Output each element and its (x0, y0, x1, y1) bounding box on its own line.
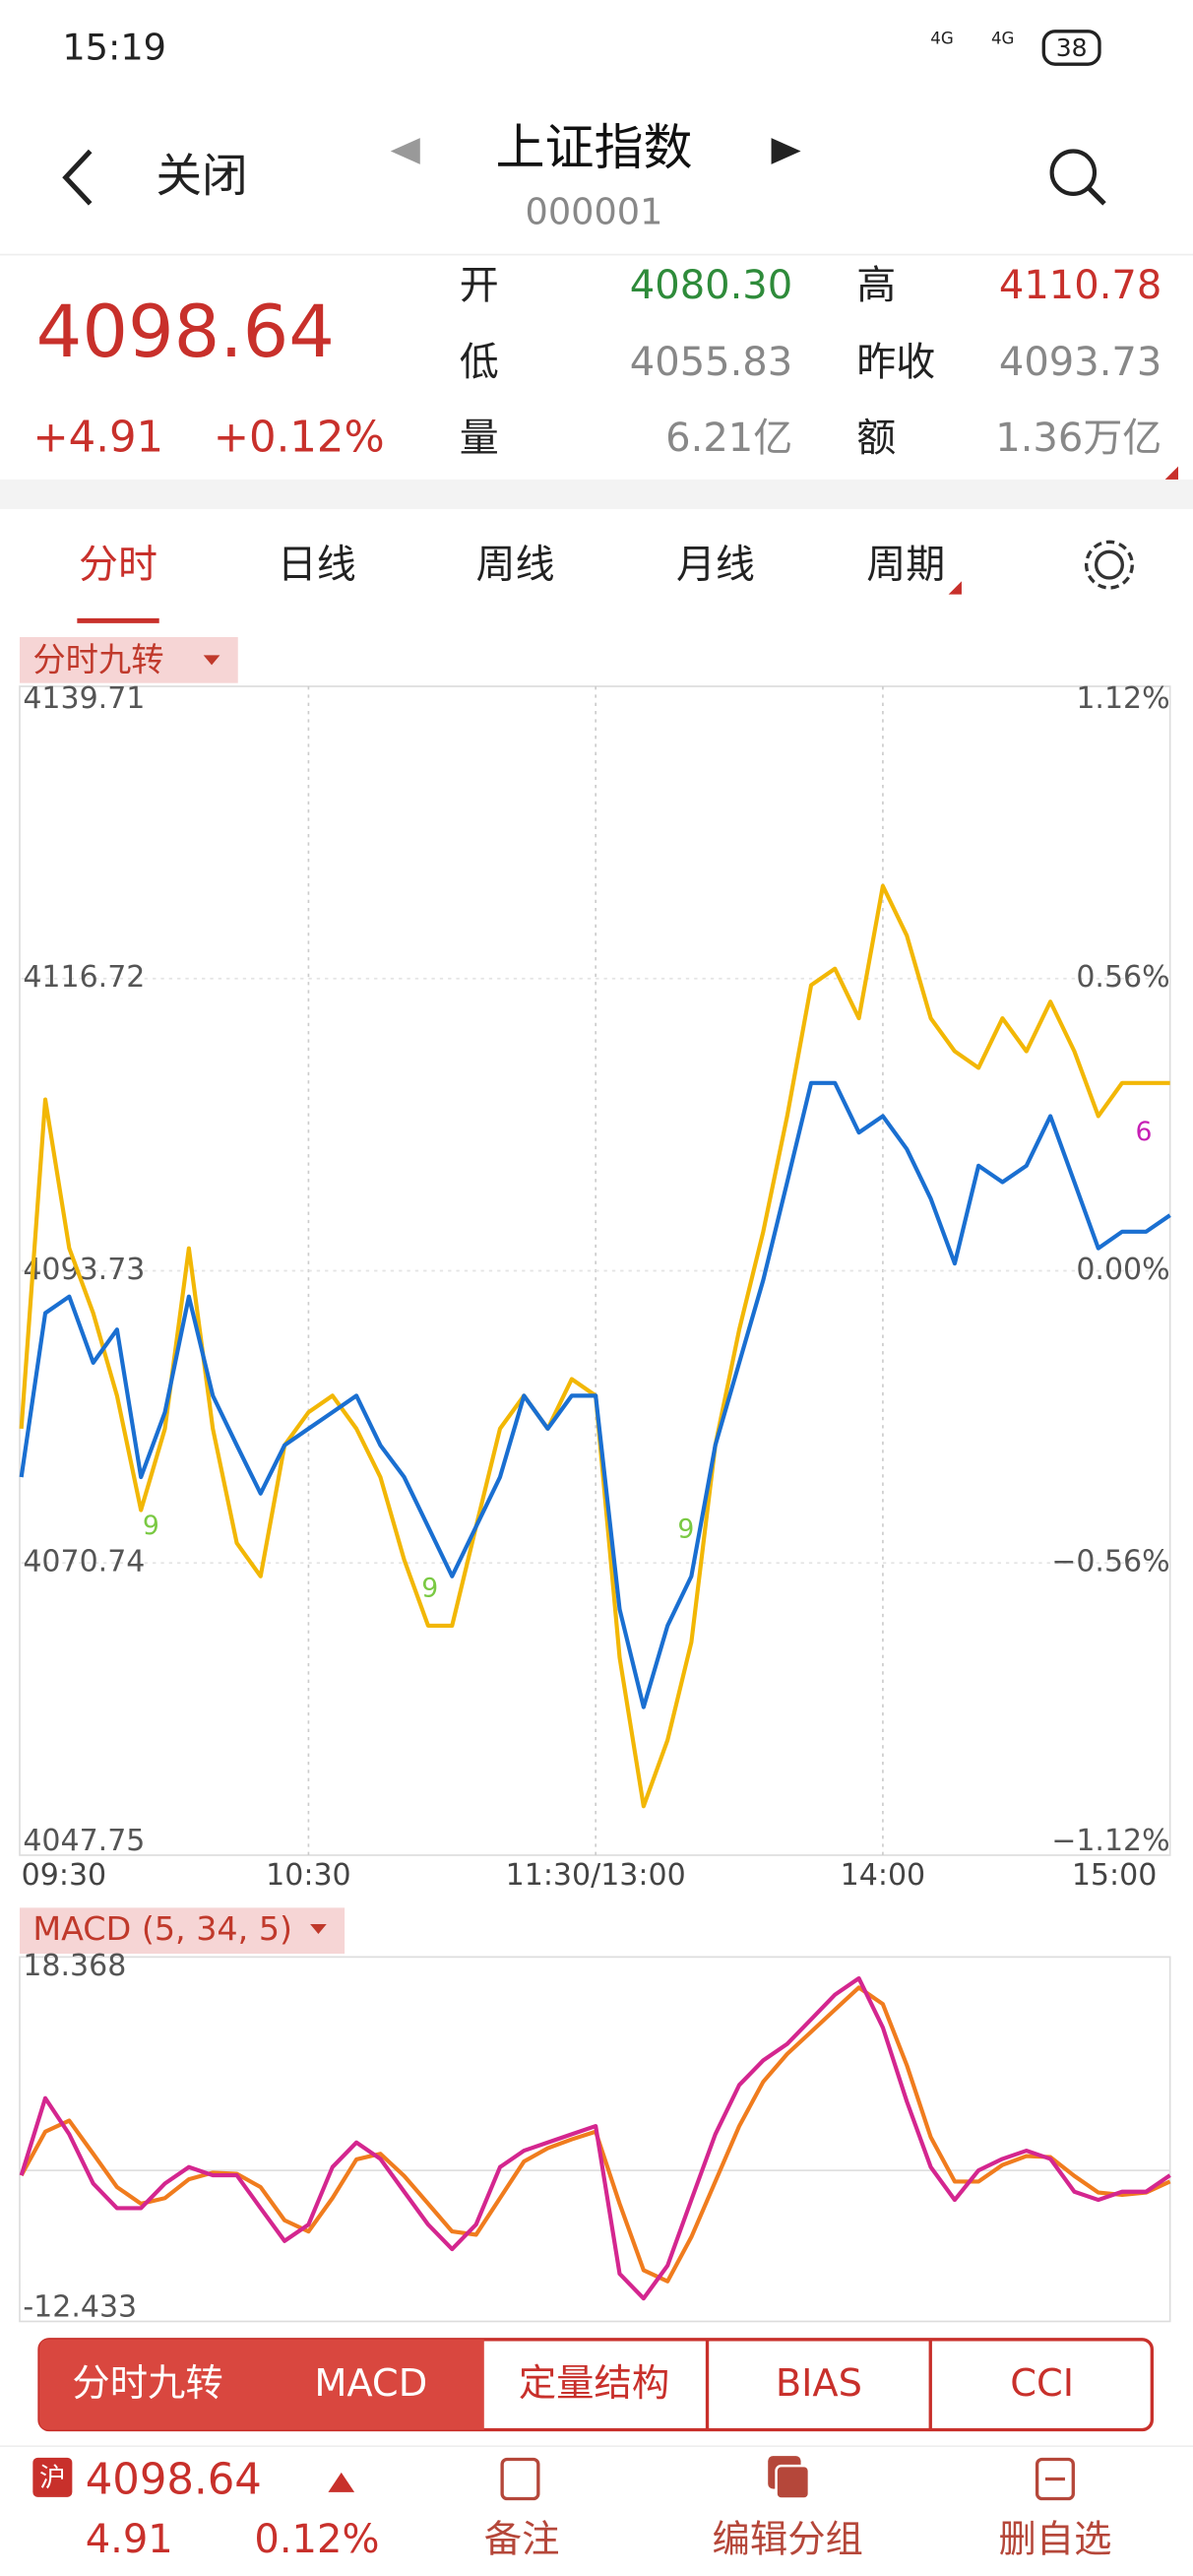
bottom-action[interactable]: 备注 (484, 2517, 560, 2561)
dropdown-arrow (203, 655, 220, 666)
bottom-change-pct: 0.12% (254, 2517, 379, 2562)
group-icon (775, 2464, 811, 2500)
up-arrow (328, 2472, 355, 2492)
quote-label: 开 (460, 263, 499, 308)
status-signal: 4G (930, 30, 954, 48)
signal-marker: 9 (677, 1513, 694, 1544)
status-signal: 4G (991, 30, 1015, 48)
period-tab[interactable]: 分时 (79, 542, 157, 587)
battery-icon (1041, 30, 1101, 66)
x-tick-label: 09:30 (22, 1858, 106, 1893)
battery-level: 38 (1056, 33, 1088, 62)
y2-tick-label: −1.12% (1051, 1824, 1169, 1858)
indicator-label-bg[interactable] (20, 636, 238, 683)
quote-value: 4055.83 (630, 340, 792, 385)
price-change: +4.91 (32, 413, 163, 462)
signal-marker: 9 (143, 1511, 159, 1541)
bottom-action[interactable]: 删自选 (998, 2517, 1111, 2561)
period-tab[interactable]: 周线 (475, 542, 554, 587)
quote-value: 4080.30 (630, 263, 792, 308)
y-tick-label: 4139.71 (23, 681, 145, 716)
macd-label[interactable]: MACD (5, 34, 5) (32, 1909, 292, 1948)
prev-arrow[interactable] (390, 138, 420, 164)
macd-label-bg[interactable] (20, 1907, 345, 1955)
last-price: 4098.64 (36, 290, 335, 374)
remove-icon (1035, 2457, 1075, 2501)
stock-code: 000001 (526, 190, 663, 232)
indicator-tab[interactable]: MACD (314, 2361, 427, 2406)
quote-label: 高 (856, 263, 896, 308)
x-tick-label: 15:00 (1072, 1858, 1157, 1893)
separator (0, 479, 1193, 509)
bottom-change: 4.91 (86, 2517, 173, 2562)
macd-line (19, 1975, 1171, 2301)
period-mark (948, 581, 962, 595)
quote-value: 1.36万亿 (995, 416, 1162, 461)
period-tab[interactable]: 日线 (278, 542, 356, 587)
signal-marker: 9 (421, 1573, 438, 1603)
quote-value: 4110.78 (999, 263, 1162, 308)
y-tick-label: -12.433 (23, 2290, 137, 2325)
back-icon[interactable] (62, 149, 93, 206)
quote-label: 额 (856, 416, 896, 461)
stock-name: 上证指数 (495, 119, 692, 176)
indicator-tab-active (39, 2339, 484, 2430)
dropdown-arrow (310, 1924, 327, 1935)
y-tick-label: 4070.74 (23, 1545, 145, 1579)
y-tick-label: 4093.73 (23, 1253, 145, 1287)
y2-tick-label: 0.56% (1076, 960, 1169, 995)
x-tick-label: 11:30/13:00 (506, 1858, 686, 1893)
bottom-action[interactable]: 编辑分组 (713, 2517, 863, 2561)
search-icon (1086, 185, 1106, 206)
indicator-label[interactable]: 分时九转 (32, 640, 163, 678)
y2-tick-label: 0.00% (1076, 1253, 1169, 1287)
price-change-pct: +0.12% (214, 413, 385, 462)
period-tab[interactable]: 周期 (866, 542, 945, 587)
quote-value: 4093.73 (999, 340, 1162, 385)
quote-value: 6.21亿 (665, 416, 792, 461)
next-arrow[interactable] (771, 138, 801, 164)
x-tick-label: 14:00 (841, 1858, 925, 1893)
y-tick-label: 4047.75 (23, 1824, 145, 1858)
period-tab[interactable]: 月线 (676, 542, 755, 587)
indicator-tab[interactable]: BIAS (776, 2361, 862, 2406)
note-icon (500, 2457, 540, 2501)
indicator-tab[interactable]: 定量结构 (519, 2361, 669, 2406)
quote-label: 昨收 (856, 340, 935, 385)
quote-label: 低 (460, 340, 499, 385)
price-line (19, 1080, 1171, 1709)
x-tick-label: 10:30 (266, 1858, 350, 1893)
y-tick-label: 18.368 (23, 1949, 126, 1983)
y2-tick-label: −0.56% (1051, 1545, 1169, 1579)
market-badge (32, 2457, 73, 2497)
indicator-tab[interactable]: 分时九转 (72, 2361, 222, 2406)
y2-tick-label: 1.12% (1076, 681, 1169, 716)
market-label: 沪 (39, 2463, 66, 2493)
signal-marker: 6 (1136, 1117, 1153, 1147)
macd-frame (19, 1956, 1171, 2323)
bottom-price: 4098.64 (86, 2455, 262, 2504)
search-icon[interactable] (1049, 149, 1098, 196)
indicator-tab[interactable]: CCI (1010, 2361, 1074, 2406)
quote-label: 量 (460, 416, 499, 461)
y-tick-label: 4116.72 (23, 960, 145, 995)
close-button[interactable]: 关闭 (156, 150, 247, 203)
settings-icon[interactable] (1094, 549, 1124, 580)
status-time: 15:19 (62, 27, 166, 69)
settings-icon (1084, 540, 1134, 590)
